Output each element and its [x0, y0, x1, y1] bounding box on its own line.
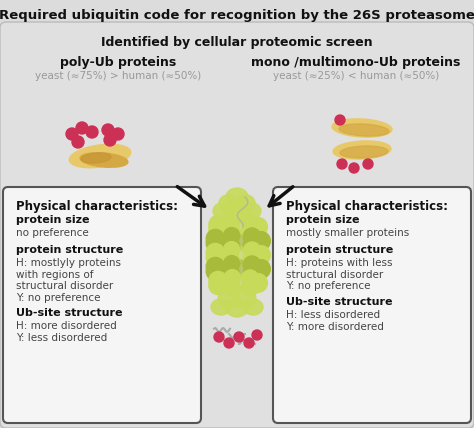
Circle shape [102, 124, 114, 136]
Circle shape [224, 338, 234, 348]
Text: mostly smaller proteins: mostly smaller proteins [286, 228, 409, 238]
Circle shape [249, 273, 267, 292]
Ellipse shape [213, 260, 261, 278]
Circle shape [224, 280, 240, 297]
Circle shape [86, 126, 98, 138]
Ellipse shape [237, 195, 255, 211]
Circle shape [349, 163, 359, 173]
Circle shape [243, 256, 261, 273]
Ellipse shape [216, 218, 258, 236]
Ellipse shape [216, 274, 258, 292]
Circle shape [206, 244, 225, 262]
Circle shape [252, 246, 270, 265]
Circle shape [243, 250, 261, 268]
Ellipse shape [333, 141, 391, 159]
Text: no preference: no preference [16, 228, 89, 238]
Ellipse shape [234, 290, 256, 308]
Text: H: proteins with less
structural disorder
Y: no preference: H: proteins with less structural disorde… [286, 258, 392, 291]
Circle shape [224, 266, 240, 282]
Circle shape [224, 253, 240, 268]
Circle shape [241, 223, 259, 240]
Circle shape [241, 214, 259, 232]
Circle shape [241, 279, 259, 296]
Circle shape [224, 242, 240, 258]
Text: protein size: protein size [286, 215, 359, 225]
Ellipse shape [211, 299, 231, 315]
Text: protein structure: protein structure [286, 245, 393, 255]
Ellipse shape [226, 188, 248, 206]
Circle shape [244, 338, 254, 348]
Ellipse shape [218, 290, 240, 308]
Ellipse shape [213, 232, 261, 250]
Circle shape [224, 256, 240, 272]
Text: yeast (≈75%) > human (≈50%): yeast (≈75%) > human (≈50%) [35, 71, 201, 81]
Ellipse shape [213, 246, 261, 264]
Ellipse shape [243, 203, 261, 219]
Circle shape [363, 159, 373, 169]
Text: Identified by cellular proteomic screen: Identified by cellular proteomic screen [101, 36, 373, 48]
Circle shape [249, 218, 267, 236]
Text: protein size: protein size [16, 215, 90, 225]
Ellipse shape [332, 119, 392, 137]
Text: protein structure: protein structure [16, 245, 123, 255]
Circle shape [104, 134, 116, 146]
Circle shape [335, 115, 345, 125]
FancyBboxPatch shape [273, 187, 471, 423]
Circle shape [252, 232, 270, 250]
Circle shape [243, 265, 261, 282]
Circle shape [234, 332, 244, 342]
Circle shape [243, 237, 261, 254]
Ellipse shape [223, 202, 241, 218]
Ellipse shape [340, 146, 388, 158]
Ellipse shape [227, 207, 247, 223]
FancyBboxPatch shape [0, 22, 474, 428]
Ellipse shape [243, 299, 263, 315]
Circle shape [252, 260, 270, 278]
Circle shape [224, 228, 240, 244]
Ellipse shape [219, 195, 237, 211]
Circle shape [206, 248, 225, 267]
Circle shape [209, 220, 227, 238]
Circle shape [243, 242, 261, 259]
Text: Physical characteristics:: Physical characteristics: [16, 200, 178, 213]
Circle shape [206, 257, 225, 276]
Text: Ub-site structure: Ub-site structure [286, 297, 392, 307]
Circle shape [112, 128, 124, 140]
Circle shape [206, 234, 225, 253]
Text: Ub-site structure: Ub-site structure [16, 308, 122, 318]
Circle shape [224, 224, 240, 241]
Circle shape [206, 262, 225, 281]
Circle shape [214, 332, 224, 342]
Text: H: mostlyly proteins
with regions of
structural disorder
Y: no preference: H: mostlyly proteins with regions of str… [16, 258, 121, 303]
Circle shape [224, 238, 240, 254]
Circle shape [209, 215, 227, 234]
Circle shape [66, 128, 78, 140]
Ellipse shape [233, 202, 251, 218]
Circle shape [209, 276, 227, 294]
Circle shape [252, 330, 262, 340]
Circle shape [224, 214, 240, 230]
Ellipse shape [69, 144, 131, 168]
Ellipse shape [226, 299, 248, 317]
Ellipse shape [339, 124, 389, 136]
FancyBboxPatch shape [3, 187, 201, 423]
Circle shape [209, 271, 227, 290]
Circle shape [72, 136, 84, 148]
Text: yeast (≈25%) < human (≈50%): yeast (≈25%) < human (≈50%) [273, 71, 439, 81]
Text: Physical characteristics:: Physical characteristics: [286, 200, 448, 213]
Circle shape [206, 229, 225, 248]
Text: Required ubiquitin code for recognition by the 26S proteasome: Required ubiquitin code for recognition … [0, 9, 474, 21]
Circle shape [224, 270, 240, 285]
Circle shape [337, 159, 347, 169]
Circle shape [76, 122, 88, 134]
Circle shape [243, 228, 261, 245]
Text: H: more disordered
Y: less disordered: H: more disordered Y: less disordered [16, 321, 117, 342]
Text: mono /multimono-Ub proteins: mono /multimono-Ub proteins [251, 56, 461, 68]
Ellipse shape [80, 153, 128, 167]
Text: H: less disordered
Y: more disordered: H: less disordered Y: more disordered [286, 310, 384, 332]
Text: poly-Ub proteins: poly-Ub proteins [60, 56, 176, 68]
Ellipse shape [213, 203, 231, 219]
Ellipse shape [81, 153, 111, 163]
Circle shape [241, 270, 259, 288]
